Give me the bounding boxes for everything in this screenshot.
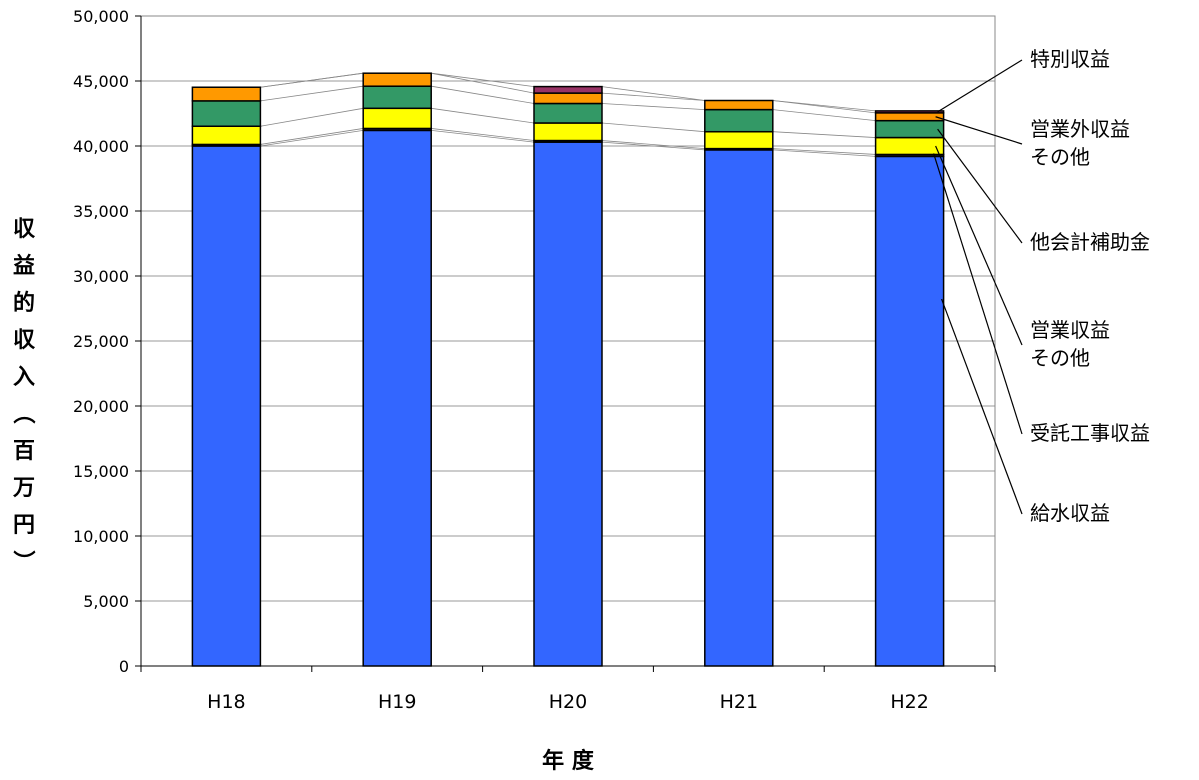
bar-segment <box>191 145 262 667</box>
bar-segment <box>533 92 603 105</box>
y-tick-label: 50,000 <box>73 7 129 26</box>
legend-label: 他会計補助金 <box>1030 230 1150 254</box>
x-tick-label: H18 <box>207 691 245 713</box>
y-axis-title-char: （ <box>10 402 35 424</box>
series-connector <box>431 130 535 143</box>
y-axis-title-char: 百 <box>13 439 35 464</box>
bar-segment <box>704 149 774 667</box>
series-connector <box>601 140 705 149</box>
x-axis-ticks: H18 H19 H20 H21 H22 <box>140 665 996 713</box>
y-axis-title-char: 万 <box>12 476 35 501</box>
y-tick-label: 5,000 <box>83 592 129 611</box>
bar-segment <box>874 136 945 156</box>
legend-leader-line <box>933 153 1023 435</box>
bar-segment <box>874 119 945 139</box>
bar-segment <box>362 107 432 130</box>
y-axis-title-char: 益 <box>13 253 35 279</box>
series-connector <box>772 131 876 138</box>
x-tick-label: H20 <box>549 691 587 713</box>
series-connector <box>601 86 705 101</box>
bar-segment <box>704 108 774 133</box>
y-axis-title-char: 円 <box>13 513 35 538</box>
legend-label: 営業外収益 <box>1030 117 1130 141</box>
series-connector <box>772 109 876 122</box>
legend-label: 特別収益 <box>1030 47 1110 71</box>
series-connector <box>431 72 535 94</box>
series-connector <box>260 107 364 127</box>
y-axis-title-char: 収 <box>13 217 36 242</box>
series-connector <box>260 72 364 88</box>
y-tick-label: 20,000 <box>73 397 129 416</box>
series-connector-lines <box>260 72 876 157</box>
series-connector <box>260 85 364 102</box>
x-tick-label: H21 <box>720 691 758 713</box>
y-tick-label: 40,000 <box>73 137 129 156</box>
series-connector <box>601 141 705 151</box>
y-axis-ticks: 0 5,000 10,000 15,000 20,000 25,000 30,000 35,0… <box>73 7 142 676</box>
series-connector <box>431 72 535 87</box>
bar-segment <box>874 155 945 667</box>
bar-segment <box>362 129 432 667</box>
series-connector <box>772 149 876 157</box>
bars <box>191 72 945 667</box>
bar-segment <box>533 102 603 124</box>
series-connector <box>601 103 705 110</box>
bar-segment <box>704 99 774 111</box>
series-connector <box>601 122 705 133</box>
legend-leader-line <box>937 128 1023 244</box>
x-axis-title: 年 度 <box>542 748 595 774</box>
legend-leader-line <box>935 145 1023 346</box>
legend-leader-line <box>935 116 1023 145</box>
y-tick-label: 35,000 <box>73 202 129 221</box>
legend-label: 受託工事収益 <box>1030 421 1150 445</box>
legend-label: 営業収益 <box>1030 318 1110 342</box>
bar-segment <box>362 72 432 87</box>
legend-label: 給水収益 <box>1030 501 1110 525</box>
bar-segment <box>874 110 945 114</box>
legend-leader-line <box>941 298 1023 515</box>
x-tick-label: H22 <box>890 691 928 713</box>
bar-segment <box>191 100 262 127</box>
y-axis-title-char: 的 <box>13 290 35 316</box>
series-connector <box>431 128 535 141</box>
bar-segment <box>533 141 603 667</box>
y-axis-title-char: 入 <box>13 365 35 390</box>
y-axis-title-char: 収 <box>13 328 36 353</box>
bar-segment <box>191 86 262 102</box>
bar-segment <box>704 130 774 150</box>
y-tick-label: 10,000 <box>73 527 129 546</box>
x-tick-label: H19 <box>378 691 416 713</box>
bar-segment <box>362 85 432 110</box>
series-connector <box>601 92 705 101</box>
series-connector <box>772 100 876 112</box>
y-axis-title-char: ） <box>10 550 35 572</box>
legend-label: その他 <box>1030 346 1090 370</box>
bar-segment <box>191 125 262 146</box>
series-connector <box>431 107 535 124</box>
bar-segment <box>874 112 945 122</box>
legend-leader-line <box>937 59 1023 113</box>
y-tick-label: 30,000 <box>73 267 129 286</box>
legend-label: その他 <box>1030 145 1090 169</box>
series-connector <box>260 130 364 147</box>
series-connector <box>772 148 876 155</box>
y-tick-label: 25,000 <box>73 332 129 351</box>
y-tick-label: 45,000 <box>73 72 129 91</box>
series-connector <box>431 85 535 104</box>
series-connector <box>260 128 364 145</box>
y-tick-label: 0 <box>119 657 129 676</box>
bar-segment <box>533 122 603 142</box>
bar-segment <box>533 85 603 94</box>
y-tick-label: 15,000 <box>73 462 129 481</box>
